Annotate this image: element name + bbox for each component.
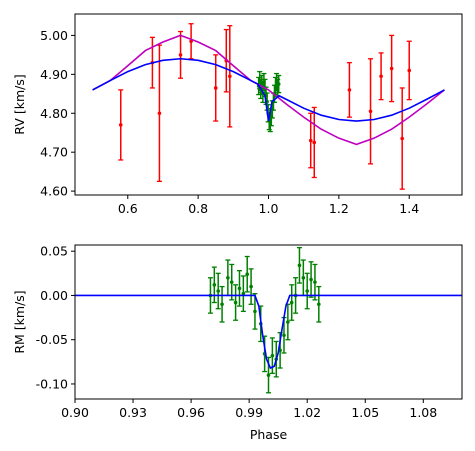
data-point	[389, 34, 395, 103]
x-tick-label: 1.05	[351, 405, 379, 420]
data-point	[304, 272, 310, 310]
data-point	[211, 266, 217, 304]
plot-area	[75, 247, 462, 394]
x-tick-label: 0.8	[188, 201, 208, 216]
data-point	[378, 52, 384, 101]
data-point	[227, 25, 233, 128]
y-tick-label: 5.00	[40, 28, 68, 43]
plot-area	[92, 23, 445, 190]
y-tick-label: 4.80	[40, 106, 68, 121]
data-point	[311, 106, 317, 179]
x-axis-title: Phase	[250, 427, 288, 442]
data-point	[312, 263, 318, 301]
x-tick-label: 1.4	[399, 201, 419, 216]
x-tick-label: 1.02	[293, 405, 321, 420]
data-point	[346, 62, 352, 118]
data-point	[178, 30, 184, 79]
data-point	[406, 40, 412, 101]
y-tick-label: 0.00	[40, 288, 68, 303]
data-point	[215, 272, 221, 310]
data-point	[240, 275, 246, 313]
data-point	[118, 89, 124, 161]
x-tick-label: 0.90	[61, 405, 89, 420]
data-point	[244, 255, 250, 293]
rv-panel: 0.6 0.8 1.0 1.2 1.4 4.60 4.70 4.80 4.90 5.00 RV [k…	[12, 13, 463, 216]
y-axis-title: RV [km/s]	[12, 74, 27, 134]
y-tick-label: 4.90	[40, 67, 68, 82]
data-point	[219, 285, 225, 323]
data-point	[296, 247, 302, 284]
data-point	[368, 58, 374, 165]
data-point	[236, 270, 242, 307]
data-point	[252, 293, 258, 330]
data-point	[281, 316, 287, 354]
data-point	[229, 263, 235, 301]
model-curve	[92, 57, 445, 122]
data-point	[225, 259, 231, 297]
x-tick-label: 0.96	[177, 405, 205, 420]
y-tick-label: 4.60	[40, 184, 68, 199]
y-tick-label: 4.70	[40, 145, 68, 160]
data-point	[316, 285, 322, 323]
rm-panel: 0.90 0.93 0.96 0.99 1.02 1.05 1.08 0.05 0.00 -0.0…	[12, 244, 463, 442]
model-curve	[75, 294, 462, 370]
y-tick-label: -0.05	[36, 332, 68, 347]
data-point	[188, 23, 194, 60]
data-point	[308, 261, 314, 298]
x-tick-label: 0.99	[235, 405, 263, 420]
data-point	[276, 74, 282, 94]
data-point	[300, 259, 306, 297]
data-point	[248, 268, 254, 305]
data-point	[399, 87, 405, 190]
x-tick-label: 1.2	[329, 201, 349, 216]
x-tick-label: 1.0	[259, 201, 279, 216]
axes-frame	[74, 244, 463, 400]
data-point	[213, 54, 219, 122]
data-point	[156, 44, 162, 183]
y-axis-title: RM [km/s]	[12, 290, 27, 353]
x-tick-label: 0.93	[119, 405, 147, 420]
y-tick-label: 0.05	[40, 244, 68, 259]
y-tick-label: -0.10	[36, 376, 68, 391]
data-point	[289, 284, 295, 321]
data-point	[233, 284, 239, 321]
model-curve	[92, 34, 445, 146]
x-tick-label: 1.08	[409, 405, 437, 420]
x-tick-label: 0.6	[118, 201, 138, 216]
